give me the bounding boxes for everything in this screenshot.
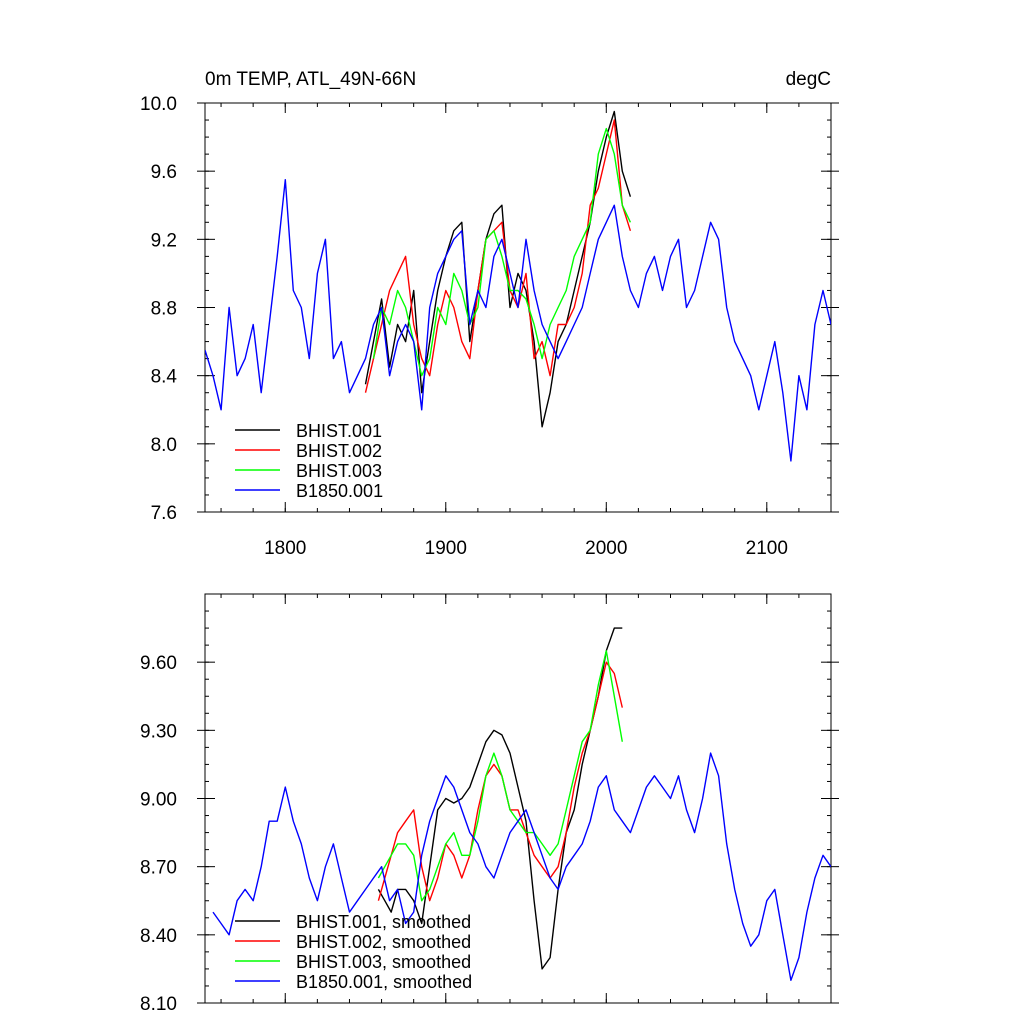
- x-tick-label: 1900: [425, 538, 467, 559]
- chart-panel-2: 8.10 8.40 8.70 9.00 9.30 9.60 BHIST.001, smoot…: [140, 593, 839, 1015]
- x-tick-label: 2000: [585, 538, 627, 559]
- y-tick-label: 9.00: [140, 790, 177, 811]
- legend-label-4: B1850.001: [296, 481, 383, 501]
- series-line-3: [377, 650, 623, 902]
- legend-label-2: BHIST.002: [296, 441, 382, 461]
- legend-label-2: BHIST.002, smoothed: [296, 932, 471, 952]
- chart-title: 0m TEMP, ATL_49N-66N: [205, 69, 416, 90]
- y-tick-label: 8.4: [151, 367, 178, 388]
- series-line-4: [212, 752, 831, 981]
- y-tick-label: 9.6: [151, 162, 177, 183]
- x-tick-label: 1800: [264, 538, 306, 559]
- x-tick-label: 2100: [746, 538, 788, 559]
- legend-label-1: BHIST.001: [296, 421, 382, 441]
- series-line-2: [377, 661, 623, 902]
- y-tick-label: 9.30: [140, 721, 177, 742]
- legend-label-4: B1850.001, smoothed: [296, 972, 472, 992]
- y-tick-label: 10.0: [140, 94, 177, 115]
- y-tick-label: 8.40: [140, 926, 177, 947]
- series-group: [212, 627, 831, 981]
- chart-units: degC: [786, 69, 831, 90]
- y-tick-label: 9.60: [140, 653, 177, 674]
- series-group: [205, 110, 831, 462]
- y-tick-label: 7.6: [151, 503, 177, 524]
- series-line-4: [205, 179, 831, 462]
- y-tick-label: 8.70: [140, 858, 177, 879]
- legend-label-3: BHIST.003, smoothed: [296, 952, 471, 972]
- y-tick-label: 8.0: [151, 435, 177, 456]
- y-tick-label: 8.8: [151, 299, 177, 320]
- series-line-3: [372, 127, 632, 377]
- chart-panel-1: 1800 1900 2000 2100 7.6 8.0 8.4 8.8 9.2 9.6 10.0 0m…: [140, 69, 839, 559]
- y-tick-label: 9.2: [151, 230, 177, 251]
- legend-label-3: BHIST.003: [296, 461, 382, 481]
- y-tick-label: 8.10: [140, 994, 177, 1015]
- legend-label-1: BHIST.001, smoothed: [296, 912, 471, 932]
- series-line-2: [364, 119, 632, 393]
